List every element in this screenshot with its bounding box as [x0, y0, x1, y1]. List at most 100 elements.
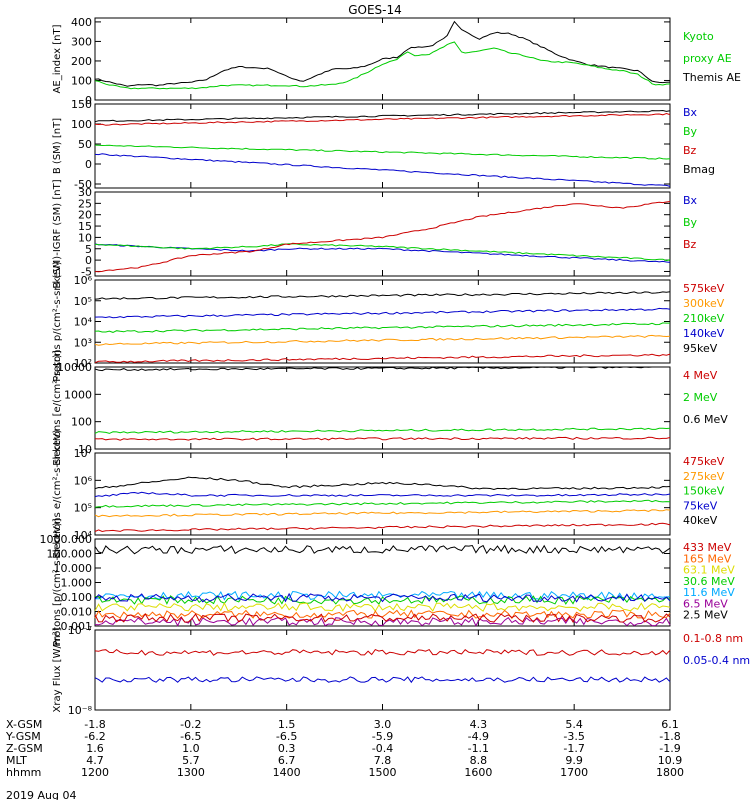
panel-frame [95, 104, 670, 188]
y-tick-label: 0 [85, 254, 92, 267]
series-line [95, 42, 670, 89]
series-line [95, 154, 670, 187]
legend-entry: 150keV [683, 485, 725, 498]
series-line [95, 596, 670, 604]
y-tick-label: 1000 [64, 388, 92, 401]
orbit-value: 1200 [81, 766, 109, 779]
y-tick-label: 1.000 [61, 577, 93, 590]
legend-entry: 140keV [683, 327, 725, 340]
legend-entry: By [683, 125, 698, 138]
y-tick-label: 200 [71, 55, 92, 68]
y-tick-label: 20 [78, 209, 92, 222]
panel-frame [95, 192, 670, 276]
legend-entry: Kyoto [683, 30, 714, 43]
legend-entry: Bz [683, 144, 697, 157]
y-axis-label: Xray Flux [W/m²] [52, 627, 63, 712]
legend-entry: 40keV [683, 514, 718, 527]
series-line [95, 145, 670, 159]
y-tick-label: 5 [85, 243, 92, 256]
y-tick-label: 10 [78, 231, 92, 244]
y-tick-label: 100 [71, 74, 92, 87]
legend-entry: Themis AE [682, 71, 741, 84]
y-tick-label: 1000.000 [40, 533, 93, 546]
legend-entry: 475keV [683, 455, 725, 468]
series-line [95, 603, 670, 611]
y-tick-label: 10³ [74, 336, 92, 349]
y-tick-label: 100 [71, 118, 92, 131]
y-tick-label: 400 [71, 16, 92, 29]
legend-entry: 575keV [683, 282, 725, 295]
y-tick-label: 30 [78, 186, 92, 199]
series-line [95, 500, 670, 507]
series-line [95, 428, 670, 433]
panel-frame [95, 367, 670, 449]
orbit-value: 1400 [273, 766, 301, 779]
series-line [95, 22, 670, 87]
series-line [95, 292, 670, 300]
y-axis-label: B (SM) [nT] [52, 118, 63, 174]
legend-entry: 0.1-0.8 nm [683, 632, 743, 645]
date-label: 2019 Aug 04 [6, 789, 76, 800]
panel-7: 0.0010.0100.1001.00010.000100.0001000.00… [40, 518, 736, 646]
y-tick-label: 100 [71, 416, 92, 429]
series-line [95, 308, 670, 317]
legend-entry: 4 MeV [683, 369, 718, 382]
plot-title: GOES-14 [348, 3, 402, 17]
legend-entry: 0.05-0.4 nm [683, 654, 750, 667]
legend-entry: Bx [683, 194, 698, 207]
series-line [95, 335, 670, 345]
y-tick-label: 10⁵ [74, 295, 92, 308]
legend-entry: 300keV [683, 297, 725, 310]
legend-entry: 75keV [683, 499, 718, 512]
series-line [95, 677, 670, 682]
legend-entry: By [683, 216, 698, 229]
series-line [95, 477, 670, 489]
legend-entry: Bmag [683, 163, 715, 176]
y-tick-label: 10⁴ [74, 316, 93, 329]
orbit-value: 1300 [177, 766, 205, 779]
legend-entry: 2 MeV [683, 391, 718, 404]
orbit-value: 1800 [656, 766, 684, 779]
series-line [95, 323, 670, 333]
legend-entry: 275keV [683, 470, 725, 483]
y-tick-label: 15 [78, 220, 92, 233]
series-line [95, 510, 670, 517]
y-tick-label: 10⁻⁷ [68, 624, 92, 637]
y-tick-label: 10⁵ [74, 502, 92, 515]
panel-frame [95, 630, 670, 710]
legend-entry: 0.6 MeV [683, 413, 728, 426]
y-tick-label: 0 [85, 158, 92, 171]
series-line [95, 650, 670, 656]
y-axis-label: AE_index [nT] [52, 24, 63, 93]
y-tick-label: 300 [71, 35, 92, 48]
legend-entry: 95keV [683, 342, 718, 355]
panel-frame [95, 539, 670, 626]
series-line [95, 202, 670, 272]
series-line [95, 437, 670, 440]
y-tick-label: 150 [71, 98, 92, 111]
y-tick-label: 10⁷ [74, 447, 92, 460]
legend-entry: 2.5 MeV [683, 609, 728, 622]
y-tick-label: 10⁶ [74, 474, 93, 487]
y-tick-label: 50 [78, 138, 92, 151]
y-tick-label: 25 [78, 197, 92, 210]
orbit-value: 1600 [464, 766, 492, 779]
orbit-value: 1700 [560, 766, 588, 779]
y-tick-label: 10⁻⁸ [68, 704, 93, 717]
series-line [95, 492, 670, 496]
orbit-value: 1500 [369, 766, 397, 779]
legend-entry: Bz [683, 238, 697, 251]
panel-8: 10⁻⁸ 10⁻⁷ Xray Flux [W/m²] 0.1-0.8 nm 0.05-0… [52, 624, 750, 717]
y-axis-label: Protons [p/(cm²-s-sr-keV)] [52, 518, 63, 646]
y-tick-label: 0.100 [61, 591, 93, 604]
y-tick-label: 0.010 [61, 606, 93, 619]
